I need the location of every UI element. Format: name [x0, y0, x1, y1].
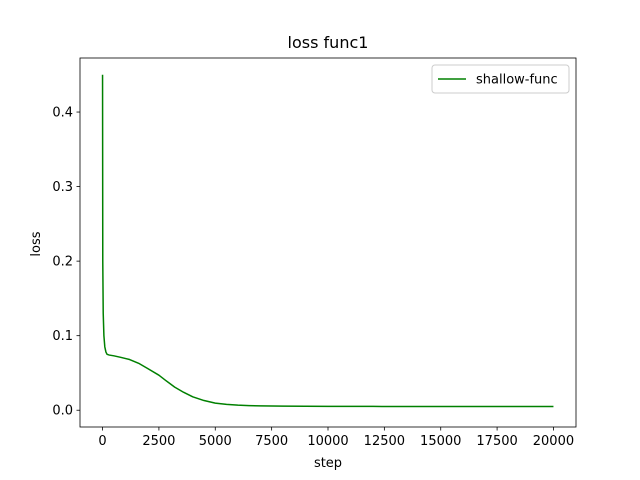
x-tick-label: 2500	[142, 434, 175, 449]
legend-box	[431, 64, 570, 94]
legend: shallow-func	[431, 64, 570, 94]
y-tick-label: 0.4	[52, 106, 73, 121]
y-tick-label: 0.3	[52, 180, 73, 195]
x-tick-label: 10000	[307, 434, 348, 449]
chart-title: loss func1	[288, 33, 369, 52]
legend-label: shallow-func	[476, 73, 558, 88]
x-tick-label: 7500	[255, 434, 288, 449]
x-tick-label: 12500	[364, 434, 405, 449]
y-tick-label: 0.2	[52, 255, 73, 270]
x-tick-label: 15000	[420, 434, 461, 449]
x-tick-label: 0	[98, 434, 106, 449]
x-axis-label: step	[314, 456, 342, 471]
x-tick-label: 17500	[476, 434, 517, 449]
series-line-shallow-func	[101, 74, 554, 408]
x-tick-label: 5000	[199, 434, 232, 449]
y-tick-label: 0.1	[52, 329, 73, 344]
y-tick-label: 0.0	[52, 404, 73, 419]
x-tick-label: 20000	[533, 434, 574, 449]
y-axis-label: loss	[29, 231, 44, 256]
plot-area: 0 2500 5000 7500 10000 12500 15000 17500 20000 0.…	[52, 57, 577, 449]
